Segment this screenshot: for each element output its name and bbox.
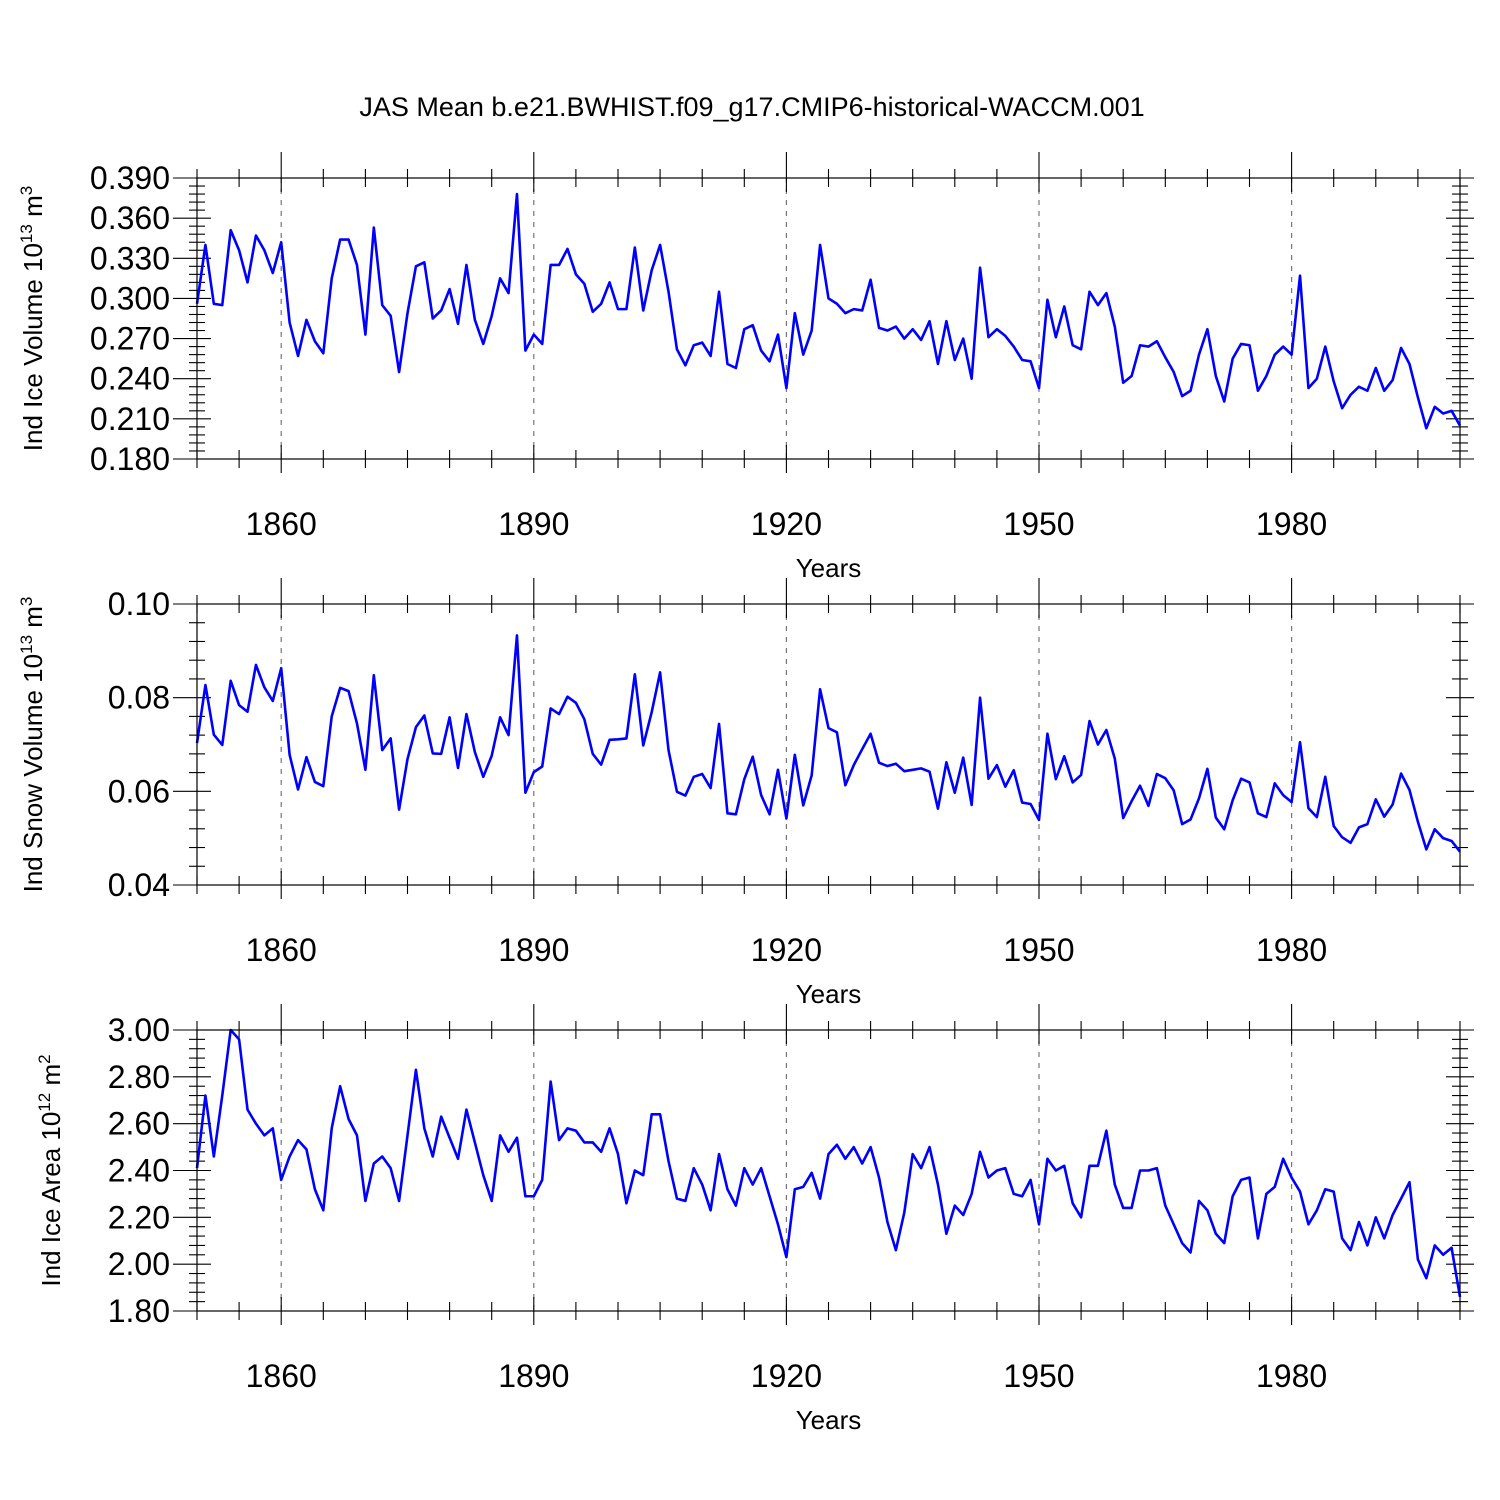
y-tick-label: 2.00 bbox=[108, 1246, 170, 1282]
x-tick-label: 1980 bbox=[1256, 932, 1327, 968]
y-tick-label: 2.60 bbox=[108, 1106, 170, 1142]
y-axis-label-part: 2 bbox=[35, 1054, 54, 1063]
y-tick-label: 0.240 bbox=[90, 361, 170, 397]
y-axis-label-part: Ind Ice Volume 10 bbox=[18, 243, 48, 451]
y-axis-label-part: 13 bbox=[17, 224, 36, 243]
x-axis-label: Years bbox=[796, 979, 862, 1009]
y-tick-label: 0.300 bbox=[90, 280, 170, 316]
y-tick-label: 0.10 bbox=[108, 586, 170, 622]
x-tick-label: 1920 bbox=[751, 1358, 822, 1394]
y-axis-label-part: 3 bbox=[17, 186, 36, 195]
y-tick-label: 0.06 bbox=[108, 773, 170, 809]
y-tick-label: 1.80 bbox=[108, 1293, 170, 1329]
y-axis-label-part: 13 bbox=[17, 635, 36, 654]
y-tick-label: 0.390 bbox=[90, 160, 170, 196]
y-tick-label: 0.270 bbox=[90, 321, 170, 357]
x-tick-label: 1980 bbox=[1256, 1358, 1327, 1394]
y-tick-label: 0.04 bbox=[108, 867, 170, 903]
x-tick-label: 1860 bbox=[246, 932, 317, 968]
plot-frame bbox=[196, 1029, 1461, 1312]
y-axis-label-part: 3 bbox=[17, 597, 36, 606]
series-line-ind-snow-volume bbox=[195, 634, 1462, 853]
x-tick-label: 1950 bbox=[1003, 932, 1074, 968]
x-axis-label: Years bbox=[796, 1405, 862, 1435]
y-tick-label: 2.20 bbox=[108, 1199, 170, 1235]
y-axis-label: Ind Snow Volume 1013 m3 bbox=[17, 597, 48, 893]
panel-snow-volume: 1860 1890 1920 1950 1980 0.04 0.06 0.08 0.10 Year… bbox=[17, 578, 1474, 1009]
x-tick-label: 1890 bbox=[498, 1358, 569, 1394]
y-tick-label: 0.210 bbox=[90, 401, 170, 437]
y-tick-label: 3.00 bbox=[108, 1012, 170, 1048]
y-axis-label-part: Ind Snow Volume 10 bbox=[18, 654, 48, 893]
plot-frame bbox=[196, 603, 1461, 886]
y-axis-label-part: m bbox=[36, 1064, 66, 1093]
plot-frame bbox=[196, 177, 1461, 460]
panel-ice-area: 1860 1890 1920 1950 1980 1.80 2.00 2.20 2.40 2.60… bbox=[35, 1004, 1474, 1435]
x-tick-label: 1980 bbox=[1256, 506, 1327, 542]
y-axis-label: Ind Ice Area 1012 m2 bbox=[35, 1054, 66, 1286]
x-axis-label: Years bbox=[796, 553, 862, 583]
y-tick-label: 0.08 bbox=[108, 680, 170, 716]
x-tick-label: 1920 bbox=[751, 506, 822, 542]
x-tick-label: 1890 bbox=[498, 506, 569, 542]
x-tick-label: 1950 bbox=[1003, 1358, 1074, 1394]
y-axis-label-part: Ind Ice Area 10 bbox=[36, 1112, 66, 1287]
y-axis-label-part: 12 bbox=[35, 1093, 54, 1112]
y-tick-label: 0.180 bbox=[90, 441, 170, 477]
x-tick-label: 1890 bbox=[498, 932, 569, 968]
y-axis-label-part: m bbox=[18, 195, 48, 224]
figure-title: JAS Mean b.e21.BWHIST.f09_g17.CMIP6-hist… bbox=[359, 92, 1144, 122]
panel-ice-volume: 1860 1890 1920 1950 1980 0.180 0.210 0.240 0.270… bbox=[17, 152, 1474, 583]
y-tick-label: 2.40 bbox=[108, 1153, 170, 1189]
x-tick-label: 1860 bbox=[246, 1358, 317, 1394]
x-tick-label: 1920 bbox=[751, 932, 822, 968]
series-line-ind-ice-area bbox=[195, 1028, 1462, 1298]
y-tick-label: 0.330 bbox=[90, 240, 170, 276]
y-tick-label: 0.360 bbox=[90, 200, 170, 236]
x-tick-label: 1860 bbox=[246, 506, 317, 542]
y-tick-label: 2.80 bbox=[108, 1059, 170, 1095]
y-axis-label: Ind Ice Volume 1013 m3 bbox=[17, 186, 48, 451]
y-axis-label-part: m bbox=[18, 606, 48, 635]
x-tick-label: 1950 bbox=[1003, 506, 1074, 542]
series-line-ind-ice-volume bbox=[195, 192, 1462, 430]
